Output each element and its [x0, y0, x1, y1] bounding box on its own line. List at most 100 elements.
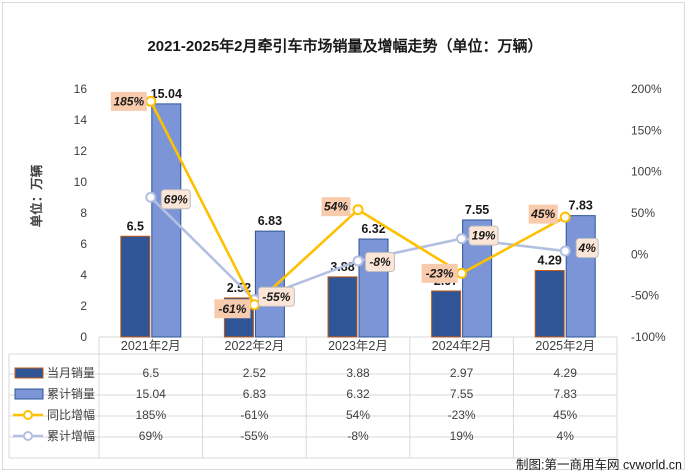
- bar-data-label: 7.55: [465, 203, 489, 217]
- cumulative-label-box: [365, 251, 395, 272]
- table-cell: 6.32: [346, 387, 370, 401]
- yoy-growth-point: [248, 299, 260, 311]
- y-tick-label: 14: [74, 113, 88, 127]
- yoy-growth-point: [352, 204, 364, 216]
- table-cell: 69%: [139, 429, 163, 443]
- table-cell: 45%: [553, 408, 577, 422]
- yoy-data-label: 45%: [530, 207, 555, 221]
- yoy-growth-line: [149, 100, 566, 307]
- x-category-label: 2022年2月: [225, 339, 285, 353]
- table-cell: 4.29: [554, 366, 578, 380]
- watermark: 制图:第一商用车网 cvworld.cn: [516, 457, 682, 471]
- cumulative-growth-point: [352, 255, 364, 267]
- cumulative-growth-point: [559, 245, 571, 257]
- x-category-label: 2024年2月: [432, 339, 492, 353]
- table-cell: 7.83: [554, 387, 578, 401]
- x-category-label: 2021年2月: [121, 339, 181, 353]
- legend-series-name: 累计销量: [47, 387, 95, 401]
- y-tick-label: 10: [74, 175, 88, 189]
- bar-cumulative: [254, 230, 285, 338]
- bar-monthly: [120, 235, 151, 338]
- y-axis-label: 单位：万辆: [29, 164, 44, 227]
- yoy-label-box: [528, 204, 558, 224]
- table-cell: 7.55: [450, 387, 474, 401]
- yoy-data-label: -61%: [218, 302, 246, 316]
- yoy-data-label: -23%: [426, 266, 454, 280]
- bar-monthly: [327, 276, 358, 338]
- bar-data-label: 6.83: [258, 214, 282, 228]
- table-cell: 185%: [135, 408, 166, 422]
- yoy-growth-point: [456, 267, 468, 279]
- cumulative-growth-point: [456, 233, 468, 245]
- y-tick-label: 16: [74, 82, 88, 96]
- cumulative-data-label: -8%: [369, 255, 391, 269]
- table-cell: -61%: [240, 408, 268, 422]
- y-tick-label: 4: [80, 268, 87, 282]
- y-tick-label: 6: [80, 237, 87, 251]
- table-cell: 2.97: [450, 366, 474, 380]
- table-cell: 3.88: [346, 366, 370, 380]
- cumulative-label-box: [257, 286, 295, 307]
- y-tick-label: 0: [80, 330, 87, 344]
- yoy-label-box: [214, 299, 251, 319]
- cumulative-data-label: 4%: [578, 241, 597, 255]
- chart-title: 2021-2025年2月牵引车市场销量及增幅走势（单位：万辆）: [147, 37, 542, 55]
- cumulative-data-label: 69%: [164, 192, 188, 206]
- cumulative-label-box: [575, 238, 599, 259]
- legend-series-name: 累计增幅: [47, 428, 95, 443]
- yoy-label-box: [110, 91, 147, 111]
- bar-data-label: 6.32: [361, 222, 385, 236]
- table-cell: -55%: [240, 429, 268, 443]
- cumulative-data-label: 19%: [472, 229, 496, 243]
- legend-swatch: [14, 388, 44, 400]
- bar-monthly: [534, 270, 565, 338]
- y2-tick-label: 200%: [631, 82, 662, 96]
- yoy-data-label: 54%: [324, 200, 348, 214]
- combo-chart: 2021-2025年2月牵引车市场销量及增幅走势（单位：万辆） 单位：万辆 02…: [8, 37, 682, 471]
- yoy-data-label: 185%: [113, 94, 144, 108]
- table-cell: 6.83: [243, 387, 267, 401]
- bar-data-label: 15.04: [151, 87, 182, 101]
- table-cell: 4%: [557, 429, 575, 443]
- legend-swatch: [14, 367, 44, 379]
- table-cell: 54%: [346, 408, 370, 422]
- cumulative-growth-point: [145, 191, 157, 203]
- y2-tick-label: 150%: [631, 123, 662, 137]
- yoy-growth-point: [559, 211, 571, 223]
- x-category-label: 2025年2月: [535, 339, 595, 353]
- yoy-label-box: [321, 197, 351, 217]
- bar-data-label: 4.29: [538, 254, 562, 268]
- bar-data-label: 7.83: [569, 199, 593, 213]
- y2-tick-label: 0%: [631, 247, 649, 261]
- table-cell: 19%: [450, 429, 474, 443]
- legend-marker: [23, 410, 33, 420]
- yoy-label-box: [421, 263, 458, 283]
- table-cell: -23%: [448, 408, 476, 422]
- bar-cumulative: [565, 215, 596, 338]
- legend-series-name: 同比增幅: [47, 407, 95, 422]
- y-tick-label: 12: [74, 144, 88, 158]
- cumulative-label-box: [160, 189, 191, 210]
- table-cell: -8%: [347, 429, 369, 443]
- y2-tick-label: -100%: [631, 330, 666, 344]
- y2-tick-label: 50%: [631, 206, 655, 220]
- table-cell: 6.5: [142, 366, 159, 380]
- x-category-label: 2023年2月: [328, 339, 388, 353]
- bar-monthly: [431, 290, 462, 338]
- legend-series-name: 当月销量: [47, 366, 95, 380]
- table-cell: 15.04: [136, 387, 166, 401]
- y2-tick-label: -50%: [631, 289, 659, 303]
- y2-tick-label: 100%: [631, 165, 662, 179]
- legend-marker: [23, 431, 33, 441]
- y-tick-label: 8: [80, 206, 87, 220]
- table-cell: 2.52: [243, 366, 267, 380]
- bar-cumulative: [151, 103, 182, 338]
- y-tick-label: 2: [80, 299, 87, 313]
- yoy-growth-point: [145, 95, 157, 107]
- plot-area: 0 2 4 6 8 10 12 14 16 -100% -50% 0% 50% 100% 150% 200% 6…: [74, 82, 666, 344]
- bar-data-label: 6.5: [127, 219, 144, 233]
- cumulative-data-label: -55%: [262, 290, 290, 304]
- cumulative-label-box: [468, 225, 499, 246]
